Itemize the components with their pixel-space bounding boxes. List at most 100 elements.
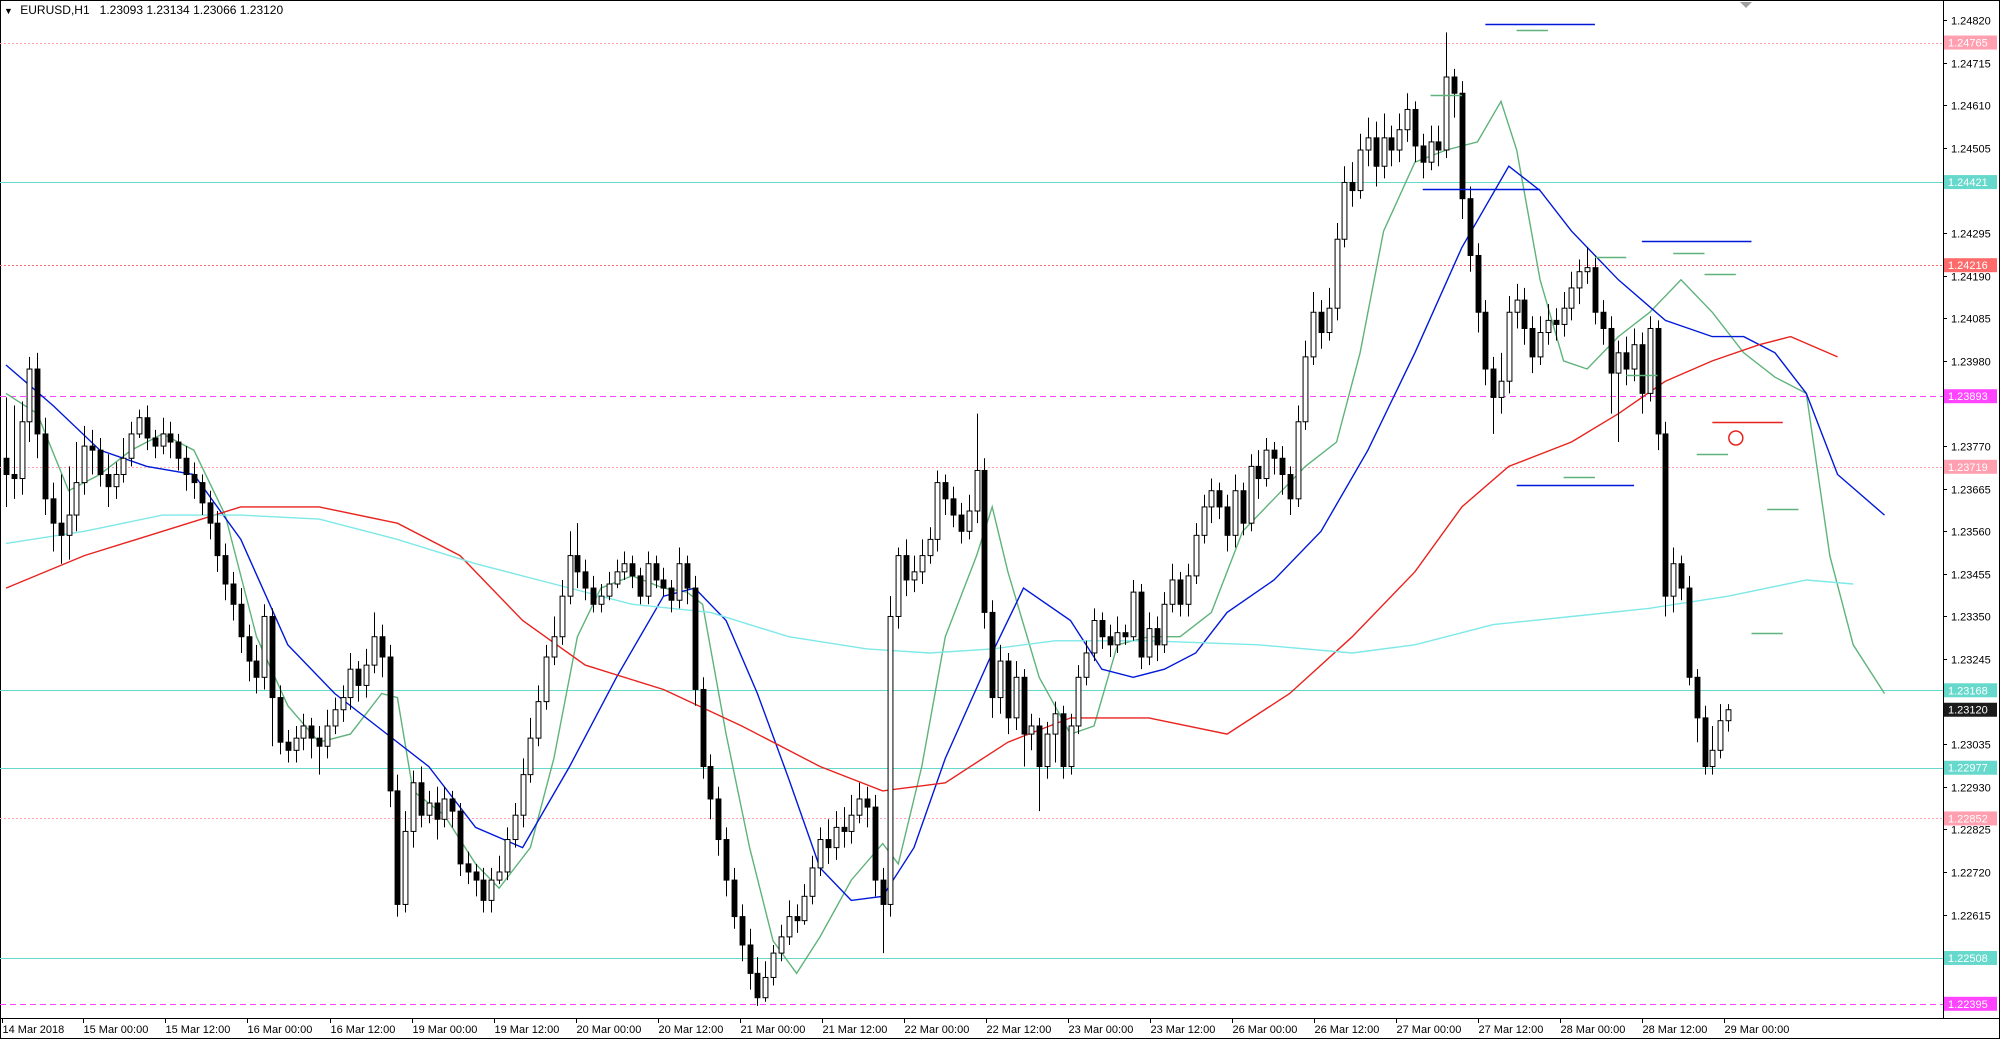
- candle-body: [1717, 720, 1724, 751]
- candle: [277, 685, 284, 755]
- candle: [786, 900, 793, 945]
- candle: [1545, 304, 1552, 345]
- candle: [160, 417, 167, 455]
- price-tick-label: 1.23665: [1951, 485, 1991, 497]
- candle-body: [26, 368, 33, 423]
- price-tick-label: 1.23770: [1951, 442, 1991, 454]
- candle-body: [927, 538, 934, 557]
- candle: [1052, 701, 1059, 763]
- candle: [997, 644, 1004, 714]
- candle-body: [402, 830, 409, 905]
- candle-body: [974, 469, 981, 512]
- candle-body: [684, 563, 691, 589]
- candle: [81, 425, 88, 495]
- candle-body: [1052, 713, 1059, 735]
- candle-body: [856, 798, 863, 816]
- triangle-down-icon[interactable]: ▼: [4, 6, 13, 16]
- candle: [1341, 166, 1348, 248]
- candle: [1169, 563, 1176, 613]
- candle: [175, 433, 182, 471]
- candle: [50, 482, 57, 552]
- candle-body: [1005, 660, 1012, 719]
- candle: [1279, 446, 1286, 495]
- candle: [1521, 287, 1528, 345]
- candle: [3, 397, 10, 507]
- level-price-tag: [1944, 389, 1997, 404]
- candle-body: [1412, 108, 1419, 147]
- candle-body: [880, 879, 887, 905]
- candle: [543, 644, 550, 710]
- price-tick-label: 1.23035: [1951, 740, 1991, 752]
- candle: [207, 490, 214, 540]
- candle: [1075, 665, 1082, 735]
- candle-body: [1240, 490, 1247, 524]
- candle: [535, 685, 542, 747]
- candle-body: [1631, 344, 1638, 370]
- shift-marker-icon: [1740, 2, 1752, 8]
- candle: [449, 790, 456, 828]
- candle-body: [770, 952, 777, 978]
- candle-body: [230, 583, 237, 605]
- candle: [794, 904, 801, 933]
- candle: [246, 624, 253, 682]
- candle-body: [1373, 137, 1380, 167]
- candle: [1725, 704, 1732, 732]
- candle: [1028, 713, 1035, 751]
- level-price-label: 1.22508: [1948, 953, 1988, 965]
- candle-body: [934, 482, 941, 540]
- candle: [1615, 340, 1622, 443]
- candle: [1036, 717, 1043, 812]
- candle: [1670, 547, 1677, 613]
- candle-body: [1647, 327, 1654, 394]
- candle-body: [1021, 676, 1028, 735]
- candle-body: [559, 595, 566, 638]
- level-price-label: 1.24421: [1948, 177, 1988, 189]
- candle: [590, 575, 597, 613]
- candle: [1146, 612, 1153, 666]
- time-tick-label: 27 Mar 00:00: [1397, 1024, 1462, 1036]
- candle: [300, 713, 307, 751]
- candle-body: [543, 656, 550, 703]
- candle: [1381, 113, 1388, 179]
- candle-body: [308, 725, 315, 739]
- candle: [1154, 616, 1161, 662]
- candle-body: [606, 583, 613, 597]
- candle: [1600, 300, 1607, 345]
- candle: [739, 904, 746, 962]
- level-price-label: 1.22852: [1948, 813, 1988, 825]
- time-tick-label: 23 Mar 12:00: [1151, 1024, 1216, 1036]
- candle: [1420, 133, 1427, 179]
- time-tick-label: 16 Mar 12:00: [331, 1024, 396, 1036]
- candle: [1506, 296, 1513, 394]
- level-price-tag: [1944, 258, 1997, 273]
- candle: [1318, 300, 1325, 349]
- candle-body: [1349, 181, 1356, 192]
- candle-body: [676, 563, 683, 601]
- candle: [480, 867, 487, 913]
- time-tick-label: 16 Mar 00:00: [248, 1024, 313, 1036]
- time-tick-label: 28 Mar 00:00: [1561, 1024, 1626, 1036]
- candle: [1068, 713, 1075, 775]
- candle-body: [1608, 327, 1615, 374]
- price-tick-label: 1.24715: [1951, 59, 1991, 71]
- candle-body: [864, 798, 871, 808]
- candle: [974, 413, 981, 524]
- candle-body: [347, 668, 354, 699]
- candle: [1193, 523, 1200, 585]
- candle-body: [418, 782, 425, 816]
- candle: [927, 527, 934, 564]
- candle-body: [1545, 319, 1552, 334]
- candle-body: [191, 473, 198, 484]
- candle: [58, 474, 65, 564]
- candle: [1467, 186, 1474, 272]
- candle: [113, 462, 120, 499]
- candle-body: [1287, 473, 1294, 500]
- candle-body: [621, 563, 628, 573]
- candle-body: [1185, 575, 1192, 605]
- time-tick-label: 22 Mar 12:00: [987, 1024, 1052, 1036]
- candle-body: [1060, 713, 1067, 768]
- candle: [527, 717, 534, 783]
- time-tick-label: 21 Mar 00:00: [741, 1024, 806, 1036]
